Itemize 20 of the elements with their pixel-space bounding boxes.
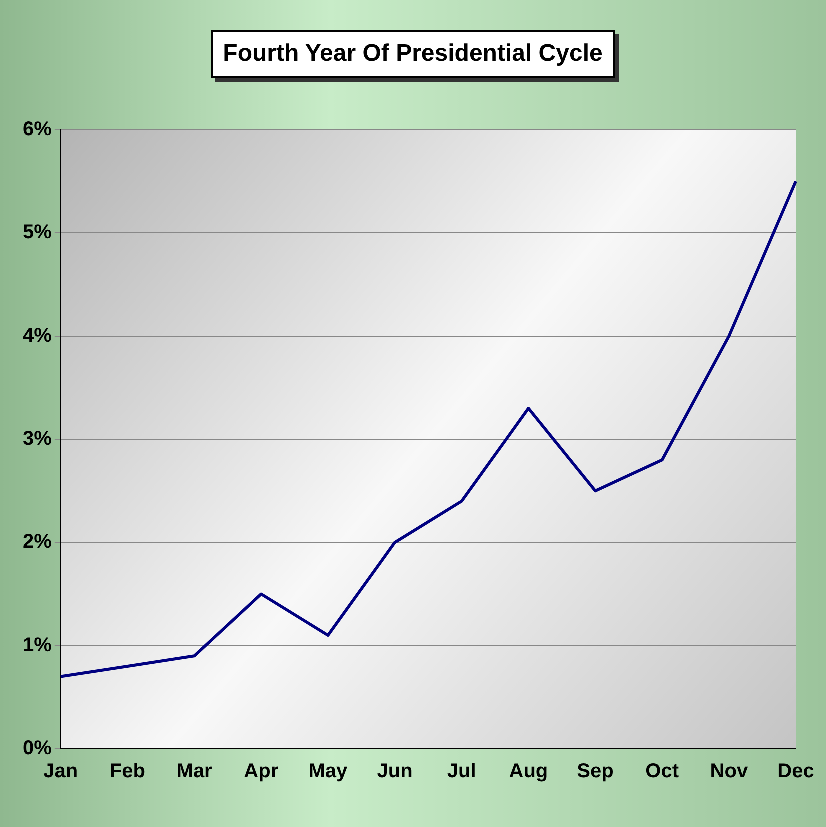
y-tick-label: 1% [23,634,52,656]
x-tick-label: May [308,760,349,783]
y-tick-label: 3% [23,428,52,450]
y-tick-label: 6% [23,118,52,141]
chart-title: Fourth Year Of Presidential Cycle [211,30,615,78]
x-tick-label: Nov [710,760,749,783]
y-tick-label: 0% [23,738,52,760]
y-tick-label: 2% [23,531,52,554]
x-tick-label: Sep [577,760,614,783]
x-tick-label: Mar [176,760,213,783]
x-tick-label: Oct [646,760,680,783]
x-tick-label: Feb [110,760,146,783]
x-tick-label: Aug [509,760,548,783]
x-tick-label: Jul [447,760,476,783]
x-tick-label: Jan [44,760,78,783]
y-tick-label: 5% [23,222,52,244]
x-tick-label: Dec [778,760,814,783]
x-tick-label: Apr [244,760,279,783]
x-tick-label: Jun [377,760,413,783]
y-tick-label: 4% [23,324,52,347]
